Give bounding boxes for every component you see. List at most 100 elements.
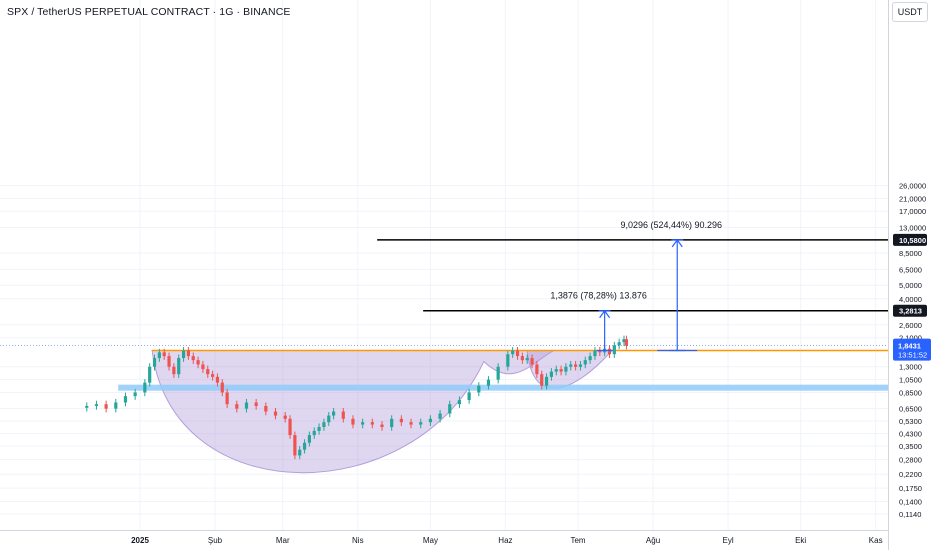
candle-body xyxy=(114,402,118,409)
y-tick-label: 2,1000 xyxy=(899,334,922,343)
candle-body xyxy=(496,366,500,380)
candle-body xyxy=(617,342,621,346)
candle-body xyxy=(143,382,147,393)
candle-body xyxy=(520,356,524,361)
candle-body xyxy=(327,415,331,423)
currency-button[interactable]: USDT xyxy=(892,2,928,22)
time-axis: 2025 Şub Mar Nis May Haz Tem Ağu Eyl Eki Kas xyxy=(131,536,882,545)
candle-body xyxy=(254,402,258,406)
y-tick-label: 17,0000 xyxy=(899,207,926,216)
target-label-2: 10,5800 xyxy=(899,236,926,245)
candle-body xyxy=(264,405,268,412)
x-tick-label: Eki xyxy=(795,536,806,545)
candle-body xyxy=(312,430,316,436)
candle-body xyxy=(477,385,481,393)
candle-body xyxy=(467,392,471,401)
y-tick-label: 6,5000 xyxy=(899,265,922,274)
measure-label: 1,3876 (78,28%) 13.876 xyxy=(550,291,647,301)
x-tick-label: Haz xyxy=(498,536,512,545)
candle-body xyxy=(191,356,195,361)
candle-body xyxy=(612,345,616,355)
candle-body xyxy=(457,400,462,405)
countdown-label: 13:51:52 xyxy=(898,351,927,360)
candle-body xyxy=(390,418,394,428)
x-tick-label: Mar xyxy=(276,536,290,545)
measure-arrowhead xyxy=(671,238,683,248)
candle-body xyxy=(85,405,89,408)
candle-body xyxy=(380,424,384,428)
candle-body xyxy=(399,418,403,423)
candle-body xyxy=(133,392,137,397)
candle-body xyxy=(186,350,190,357)
x-tick-label: Ağu xyxy=(646,536,660,545)
candle-body xyxy=(370,422,374,425)
cup-pattern-shape xyxy=(151,350,555,474)
x-tick-label: Şub xyxy=(208,536,223,545)
measure-arrowhead xyxy=(599,309,611,319)
candle-body xyxy=(152,358,157,367)
candle-body xyxy=(409,422,413,425)
y-tick-label: 8,5000 xyxy=(899,249,922,258)
candle-body xyxy=(94,404,99,406)
candle-body xyxy=(220,382,224,393)
candle-body xyxy=(448,404,452,414)
candle-body xyxy=(607,348,612,355)
price-axis: 26,0000 21,0000 17,0000 13,0000 8,5000 6,5000… xyxy=(893,182,931,519)
candle-body xyxy=(123,396,128,403)
y-tick-label: 13,0000 xyxy=(899,223,926,232)
candle-body xyxy=(515,350,520,357)
y-tick-label: 0,8500 xyxy=(899,388,922,397)
x-tick-label: Kas xyxy=(869,536,883,545)
y-tick-label: 5,0000 xyxy=(899,281,922,290)
candle-body xyxy=(588,356,592,361)
candle-body xyxy=(578,364,583,367)
y-tick-label: 0,2800 xyxy=(899,456,922,465)
y-tick-label: 2,6000 xyxy=(899,321,922,330)
candle-body xyxy=(341,411,345,419)
measure-label: 9,0296 (524,44%) 90.296 xyxy=(620,220,722,230)
measure-arrow-2: 9,0296 (524,44%) 90.296 xyxy=(620,220,722,352)
candle-body xyxy=(201,364,205,370)
candle-body xyxy=(564,366,568,372)
candle-body xyxy=(167,356,171,367)
candle-body xyxy=(181,350,186,359)
candle-body xyxy=(540,374,544,386)
candle-body xyxy=(559,369,563,372)
candle-body xyxy=(428,418,432,423)
candle-body xyxy=(215,376,220,383)
candle-body xyxy=(593,350,597,357)
candle-body xyxy=(177,358,181,375)
handle-pattern-shape xyxy=(526,350,614,389)
y-tick-label: 0,4300 xyxy=(899,430,922,439)
y-tick-label: 0,1750 xyxy=(899,484,922,493)
candle-body xyxy=(351,418,355,425)
y-tick-label: 0,1400 xyxy=(899,498,922,507)
y-tick-label: 1,0500 xyxy=(899,376,922,385)
candle-body xyxy=(332,411,336,416)
candle-body xyxy=(211,374,215,377)
measure-arrow-1: 1,3876 (78,28%) 13.876 xyxy=(550,291,647,352)
x-tick-label: 2025 xyxy=(131,536,149,545)
candle-body xyxy=(544,376,549,386)
candle-body xyxy=(530,358,534,365)
chart-title: SPX / TetherUS PERPETUAL CONTRACT · 1G ·… xyxy=(7,6,291,18)
y-tick-label: 0,1140 xyxy=(899,510,921,519)
x-tick-label: Nis xyxy=(352,536,364,545)
candle-body xyxy=(302,442,307,450)
x-tick-label: Eyl xyxy=(722,536,733,545)
candles xyxy=(85,335,629,460)
y-tick-label: 21,0000 xyxy=(899,194,926,203)
candle-body xyxy=(574,364,578,367)
candle-body xyxy=(307,435,311,443)
grid-lines xyxy=(0,0,888,530)
candle-body xyxy=(569,364,573,367)
candle-body xyxy=(244,402,249,409)
y-tick-label: 0,6500 xyxy=(899,405,922,414)
candle-body xyxy=(196,360,200,365)
y-tick-label: 0,2200 xyxy=(899,470,922,479)
candle-body xyxy=(293,435,297,456)
candle-body xyxy=(622,339,626,343)
target-label-box-2 xyxy=(893,233,927,246)
